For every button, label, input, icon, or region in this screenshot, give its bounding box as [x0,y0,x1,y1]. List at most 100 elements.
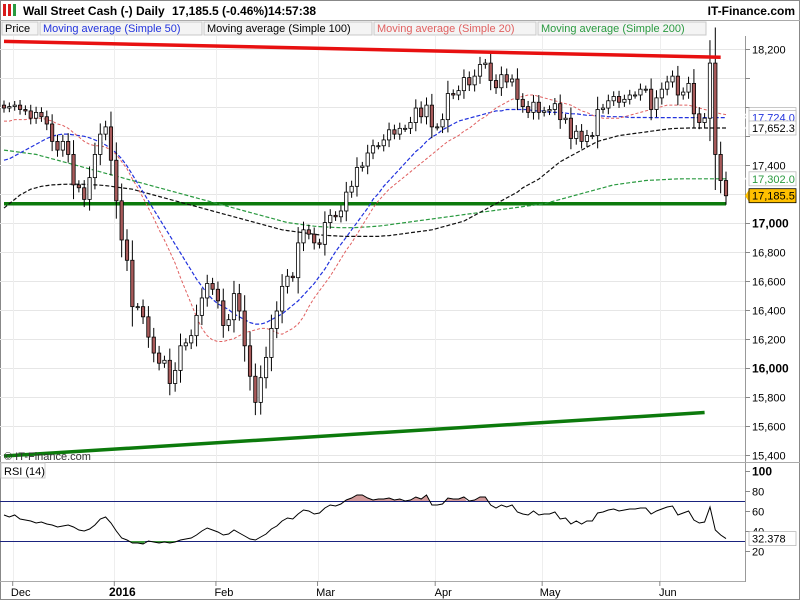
value-label-box [748,171,797,187]
candle [654,90,659,118]
candle-body-up [173,370,178,384]
candle [130,240,135,327]
rsi-tick-label: 80 [752,487,764,499]
candle-body-down [119,200,124,241]
candle-body-up [60,140,65,151]
candle-body-up [707,62,713,119]
candle [183,338,188,351]
candle-body-down [146,316,151,338]
candle [242,295,247,362]
candle [381,134,386,152]
candle-body-up [574,130,579,139]
candle-body-up [178,345,183,371]
candle [253,363,258,416]
candle [376,142,381,150]
candle-body-up [408,122,413,129]
candle [135,303,140,311]
time-tick-label: Apr [435,587,452,599]
candle-body-up [34,111,39,119]
legend-item-label: Moving average (Simple 50) [43,23,181,35]
rsi-tick-label: 20 [752,547,764,559]
header-quote: 17,185.5 (-0.46%) [172,4,268,18]
candle-body-down [23,109,28,112]
candle-body-down [76,184,81,189]
candle-body-down [253,375,258,403]
legend-item-box [39,21,203,36]
candle [92,142,97,190]
candle-body-up [403,127,408,130]
candle-body-up [643,88,648,91]
time-tick-label: Feb [214,587,233,599]
candle [370,139,376,160]
candle [563,114,568,124]
candle-body-up [413,107,418,123]
candle-body-down [515,78,520,100]
candle-body-down [44,116,49,125]
candle [317,238,322,249]
candle-body-up [627,94,632,100]
price-tick-label: 17,400 [752,161,786,173]
candle [322,211,327,256]
candle-body-down [697,113,702,123]
candle [173,362,178,392]
candle [472,69,477,92]
header-time: 14:57:38 [268,4,316,18]
candle [119,183,124,258]
candle-body-up [296,242,301,279]
candle-body-down [82,187,87,200]
candle-body-up [397,127,402,135]
candle-body-up [162,359,167,364]
candle [301,221,306,252]
candle-body-down [526,106,531,113]
candle [515,68,520,111]
candle [520,93,525,113]
candle-body-up [686,82,691,93]
price-tick-label: 15,800 [752,393,786,405]
candle-body-up [12,104,17,107]
candle-body-up [103,126,108,135]
candle [44,110,49,131]
rsi-tick-label: 100 [752,465,772,479]
candle-body-up [595,109,600,136]
candle [360,161,365,172]
candle-body-down [215,288,220,302]
legend-item-box [537,21,707,36]
candle-body-up [702,117,707,123]
main-grid [0,36,745,581]
candle-body-down [451,93,456,96]
value-label-pointer [745,111,749,124]
candle-body-up [654,97,659,110]
candle-body-down [333,214,338,218]
candle [55,134,60,157]
candle [622,94,627,107]
legend-item-label: Price [5,23,30,35]
rsi-value-label-box [748,531,797,546]
legend-item-label: Moving average (Simple 20) [377,23,515,35]
candle-body-down [713,62,718,155]
rsi-series-line [3,494,727,545]
candle-body-up [135,306,140,309]
candle [697,107,702,130]
candle-body-down [488,62,493,81]
header-logo-icon [3,4,16,16]
candle-body-up [349,185,354,193]
value-label-box [748,120,797,136]
rsi-value-label-text: 32.378 [752,534,786,546]
candle [221,288,226,338]
candle-body-down [50,123,55,142]
candle [568,107,573,150]
candle [12,101,17,111]
candle [108,111,114,176]
moving-averages [3,94,727,342]
candle [269,314,274,372]
candle-body-up [274,310,279,329]
candle-body-up [435,126,440,129]
candle [429,93,434,139]
rsi-overbought-fill [343,495,403,501]
candle [263,346,269,389]
header-instrument: Wall Street Cash (-) [23,4,133,18]
candle-body-up [659,88,664,99]
price-tick-label: 16,800 [752,248,786,260]
header-bar [1,1,799,20]
